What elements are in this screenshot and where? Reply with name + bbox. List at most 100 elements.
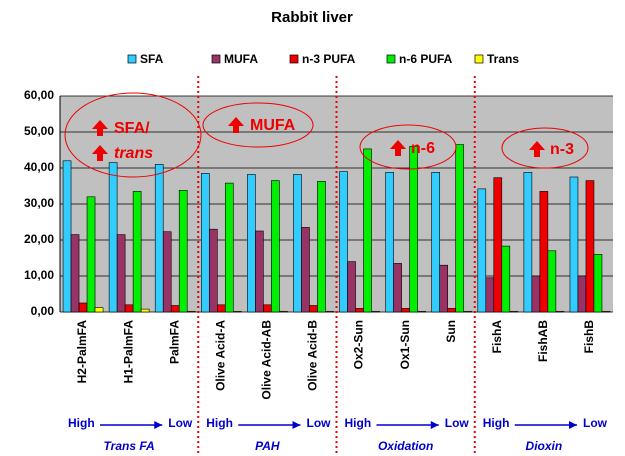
bar bbox=[463, 310, 473, 313]
group-low: Low bbox=[307, 416, 332, 430]
x-tick-label: FishAB bbox=[536, 320, 550, 362]
legend-swatch bbox=[386, 54, 396, 64]
bar bbox=[271, 180, 280, 313]
x-tick-label: Ox2-Sun bbox=[352, 320, 366, 369]
x-tick-label: Ox1-Sun bbox=[398, 320, 412, 369]
chart-title: Rabbit liver bbox=[271, 9, 353, 26]
bar bbox=[124, 304, 134, 313]
bar bbox=[325, 310, 334, 313]
annotation: trans bbox=[114, 145, 153, 162]
legend-label: SFA bbox=[140, 52, 164, 66]
group-high: High bbox=[206, 416, 233, 430]
bar bbox=[301, 227, 310, 313]
bar bbox=[339, 171, 348, 313]
bar bbox=[455, 144, 465, 313]
up-arrow bbox=[92, 145, 108, 161]
ellipse bbox=[501, 127, 589, 169]
bar bbox=[593, 254, 603, 313]
bar bbox=[447, 308, 457, 313]
bar bbox=[493, 177, 503, 313]
group-name: Oxidation bbox=[378, 439, 433, 453]
x-tick-label: H1-PalmFA bbox=[121, 320, 135, 384]
bar bbox=[355, 308, 364, 313]
bar bbox=[539, 191, 549, 313]
bar bbox=[178, 190, 188, 313]
bar bbox=[555, 310, 565, 313]
x-tick-label: FishA bbox=[490, 320, 504, 354]
group-arrow-head bbox=[430, 421, 439, 429]
bar bbox=[132, 191, 142, 313]
group-low: Low bbox=[445, 416, 470, 430]
bar bbox=[154, 164, 164, 313]
group-high: High bbox=[68, 416, 95, 430]
x-tick-label: Olive Acid-B bbox=[306, 320, 320, 391]
y-tick-label: 10,00 bbox=[24, 268, 54, 282]
x-tick-label: Olive Acid-A bbox=[213, 320, 227, 391]
y-tick-label: 20,00 bbox=[24, 232, 54, 246]
bar bbox=[317, 181, 326, 313]
bar bbox=[116, 234, 126, 313]
bar bbox=[293, 174, 302, 313]
bar bbox=[70, 234, 80, 313]
bar bbox=[401, 308, 410, 313]
annotation: n-3 bbox=[550, 141, 574, 158]
bar bbox=[162, 231, 172, 313]
bar bbox=[477, 188, 487, 313]
group-name: Trans FA bbox=[104, 439, 155, 453]
bar bbox=[216, 304, 226, 313]
group-arrow-head bbox=[569, 421, 577, 429]
up-arrow bbox=[228, 117, 244, 133]
bar bbox=[108, 162, 118, 313]
ellipse bbox=[359, 124, 457, 170]
group-low: Low bbox=[583, 416, 608, 430]
bar bbox=[78, 302, 88, 313]
bar bbox=[86, 196, 96, 313]
up-arrow bbox=[529, 141, 545, 157]
bar bbox=[247, 174, 256, 313]
bar bbox=[385, 172, 394, 313]
bar bbox=[94, 307, 104, 313]
bar bbox=[501, 245, 511, 313]
annotation: MUFA bbox=[250, 117, 296, 134]
bar bbox=[224, 182, 234, 313]
x-tick-label: H2-PalmFA bbox=[75, 320, 89, 384]
annotations: SFA/ trans MUFA n-6 n-3 bbox=[64, 92, 589, 178]
bar bbox=[417, 310, 426, 313]
bar bbox=[577, 275, 587, 313]
bar bbox=[547, 250, 557, 313]
legend-swatch bbox=[211, 54, 221, 64]
x-tick-label: FishB bbox=[582, 320, 596, 354]
x-tick-label: Sun bbox=[444, 320, 458, 343]
group-name: Dioxin bbox=[526, 439, 563, 453]
bar bbox=[509, 310, 519, 313]
bar bbox=[170, 305, 180, 313]
y-tick-label: 40,00 bbox=[24, 160, 54, 174]
bar bbox=[569, 176, 579, 313]
annotation: n-6 bbox=[411, 140, 435, 157]
bar bbox=[208, 228, 218, 313]
bar bbox=[439, 264, 449, 313]
bar bbox=[186, 310, 196, 313]
bar bbox=[309, 305, 318, 313]
ellipse bbox=[64, 92, 202, 178]
group-arrow-head bbox=[292, 421, 301, 429]
group-high: High bbox=[483, 416, 510, 430]
bar bbox=[485, 277, 495, 313]
y-tick-label: 0,00 bbox=[31, 304, 55, 318]
bar bbox=[140, 308, 150, 313]
group-high: High bbox=[345, 416, 372, 430]
bar bbox=[523, 172, 533, 313]
legend-label: MUFA bbox=[224, 52, 258, 66]
ellipse bbox=[202, 102, 314, 148]
bar bbox=[393, 263, 402, 313]
group-low: Low bbox=[168, 416, 193, 430]
x-tick-label: PalmFA bbox=[167, 320, 181, 364]
up-arrow bbox=[390, 140, 406, 156]
bar bbox=[363, 148, 372, 313]
y-tick-label: 50,00 bbox=[24, 124, 54, 138]
y-tick-label: 30,00 bbox=[24, 196, 54, 210]
legend-swatch bbox=[127, 54, 137, 64]
bar bbox=[200, 173, 210, 313]
bar bbox=[585, 180, 595, 313]
